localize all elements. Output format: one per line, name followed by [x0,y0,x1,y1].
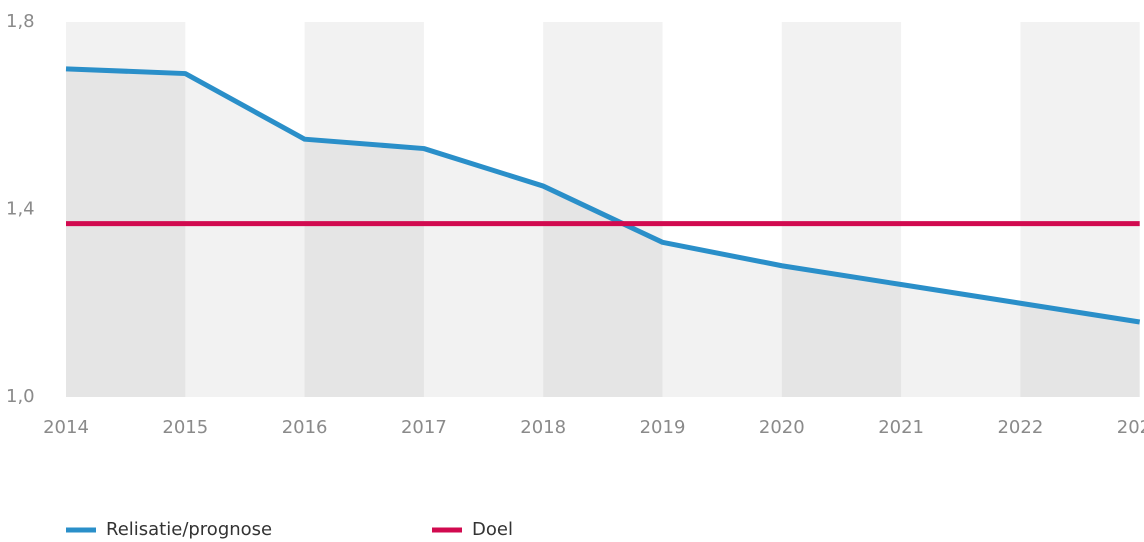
x-tick-label: 2022 [997,417,1043,438]
x-tick-label: 2016 [282,417,328,438]
legend-label: Relisatie/prognose [106,519,272,540]
x-tick-label: 2021 [878,417,924,438]
band [1020,22,1140,397]
x-tick-label: 2014 [43,417,89,438]
line [65,66,1141,325]
area [66,68,1140,397]
y-tick-label: 1,4 [6,199,35,220]
band [66,22,186,397]
x-tick-label: 2015 [162,417,208,438]
legend-label: Doel [472,519,513,540]
band [781,22,902,397]
x-tick-label: 2019 [640,417,686,438]
band [304,22,424,397]
band [543,22,663,397]
x-tick-label: 2020 [759,417,805,438]
x-tick-label: 2018 [520,417,566,438]
y-tick-label: 1,8 [6,11,35,32]
y-tick-label: 1,0 [6,386,35,407]
x-tick-label: 2023 [1117,417,1144,438]
x-tick-label: 2017 [401,417,447,438]
